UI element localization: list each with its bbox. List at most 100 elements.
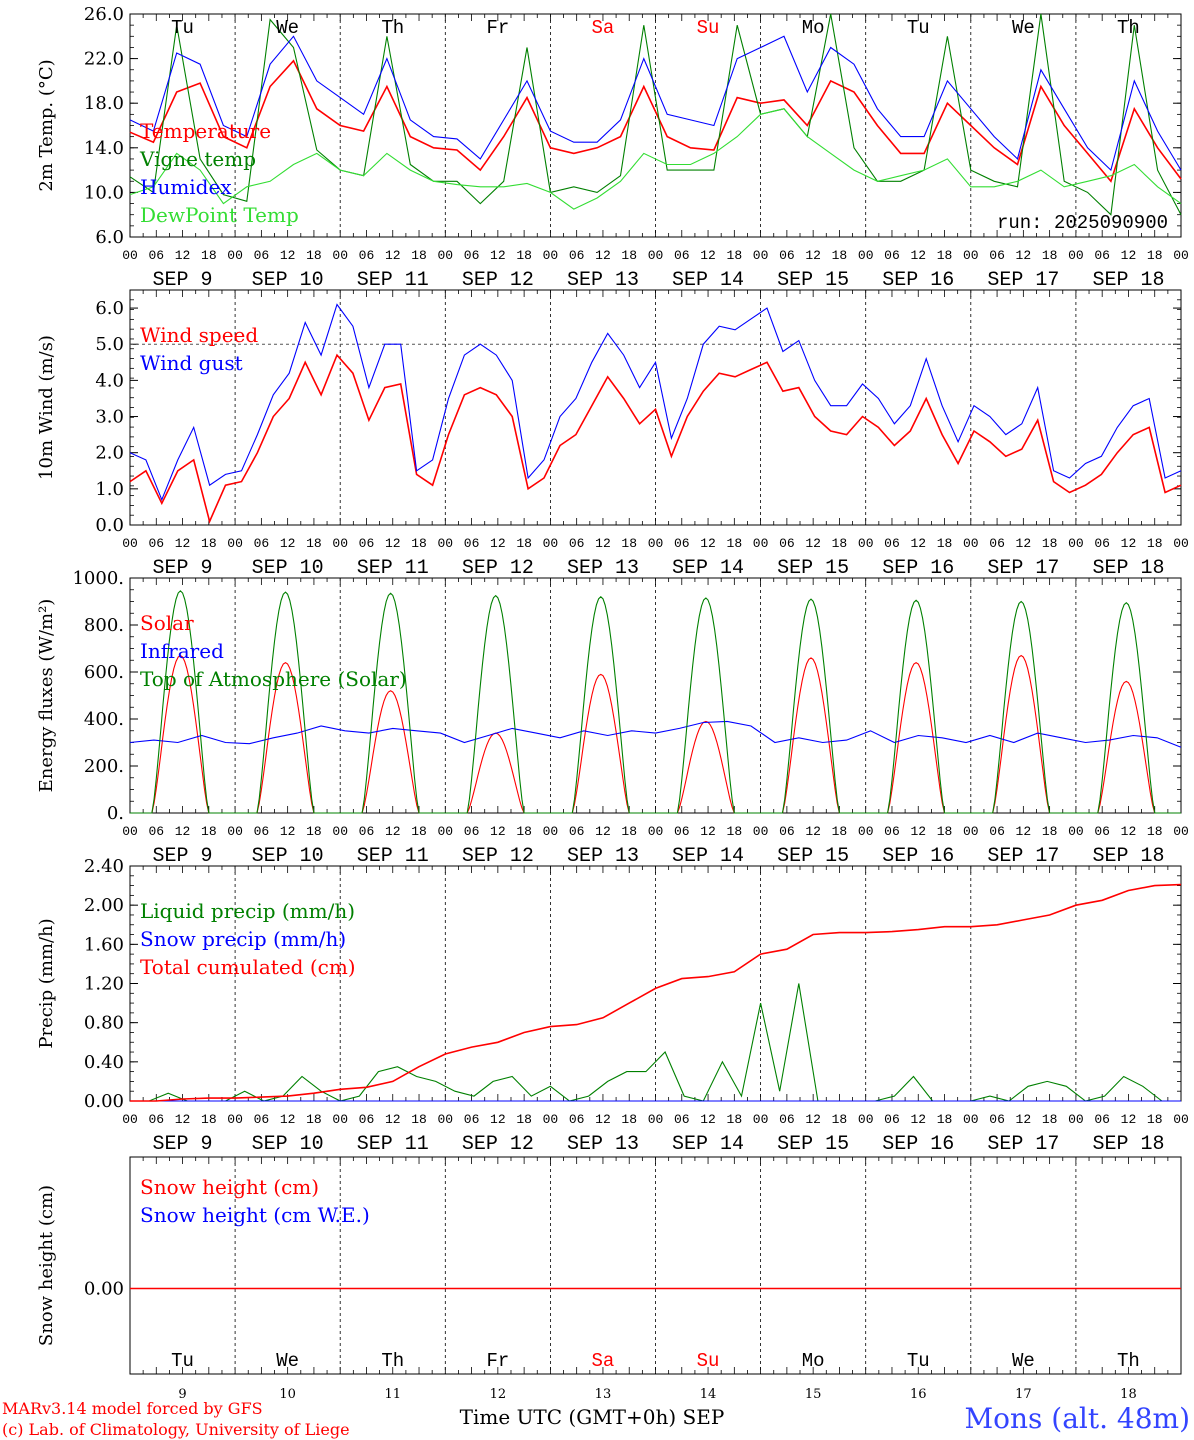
- wind-hour-label: 12: [385, 536, 401, 551]
- temp-hour-label: 00: [753, 248, 769, 263]
- wind-day-label: SEP 15: [777, 557, 849, 580]
- snow-date-label: 12: [490, 1387, 507, 1402]
- energy-day-label: SEP 11: [357, 845, 429, 868]
- precip-hour-label: 12: [175, 1112, 191, 1127]
- wind-day-label: SEP 10: [252, 557, 324, 580]
- temp-hour-label: 00: [1173, 248, 1189, 263]
- temp-day-label: SEP 14: [672, 269, 744, 292]
- energy-hour-label: 00: [1173, 824, 1189, 839]
- temp-series-temperature: [129, 59, 1182, 183]
- precip-ytick-label: 0.80: [84, 1013, 124, 1034]
- precip-hour-label: 12: [385, 1112, 401, 1127]
- precip-hour-label: 12: [1016, 1112, 1032, 1127]
- energy-hour-label: 12: [385, 824, 401, 839]
- temp-hour-label: 18: [727, 248, 743, 263]
- panel-precip: 2.40 2.00 1.60 1.20 0.80 0.40 0.00 Precip (mm/h…: [36, 856, 1189, 1156]
- wind-hour-label: 18: [201, 536, 217, 551]
- precip-hour-label: 06: [254, 1112, 270, 1127]
- energy-day-label: SEP 13: [567, 845, 639, 868]
- precip-day-label: SEP 15: [777, 1133, 849, 1156]
- precip-hour-label: 12: [805, 1112, 821, 1127]
- precip-ytick-label: 2.00: [84, 895, 124, 916]
- wind-hour-label: 18: [621, 536, 637, 551]
- wind-hour-label: 18: [1042, 536, 1058, 551]
- temp-day-label: SEP 10: [252, 269, 324, 292]
- precip-hour-label: 00: [753, 1112, 769, 1127]
- snow-date-label: 18: [1120, 1387, 1137, 1402]
- temp-day-label: SEP 13: [567, 269, 639, 292]
- temp-hour-label: 06: [779, 248, 795, 263]
- temp-day-label: SEP 16: [882, 269, 954, 292]
- energy-hour-label: 18: [937, 824, 953, 839]
- wind-hour-label: 06: [569, 536, 585, 551]
- wind-ytick-label: 4.0: [95, 370, 124, 391]
- precip-hour-label: 06: [779, 1112, 795, 1127]
- energy-hour-label: 06: [779, 824, 795, 839]
- energy-hour-label: 06: [148, 824, 164, 839]
- temp-legend-1: Vigne temp: [139, 147, 256, 171]
- snow-weekday-label: We: [276, 1350, 299, 1372]
- temp-hour-label: 12: [595, 248, 611, 263]
- wind-hour-label: 06: [148, 536, 164, 551]
- precip-hour-label: 06: [989, 1112, 1005, 1127]
- wind-hour-label: 00: [227, 536, 243, 551]
- energy-legend-1: Infrared: [140, 639, 224, 663]
- temp-ytick-label: 6.0: [95, 227, 124, 248]
- energy-day-label: SEP 14: [672, 845, 744, 868]
- snow-weekday-label: Su: [697, 1350, 720, 1372]
- temp-hour-label: 18: [1147, 248, 1163, 263]
- temp-ytick-label: 26.0: [84, 4, 124, 25]
- temp-hour-label: 00: [1068, 248, 1084, 263]
- wind-hour-label: 12: [595, 536, 611, 551]
- precip-series-liquid-precip-mm-h-: [130, 983, 1181, 1102]
- precip-hour-label: 18: [621, 1112, 637, 1127]
- wind-hour-label: 00: [858, 536, 874, 551]
- snow-date-label: 14: [700, 1387, 717, 1402]
- energy-ytick-label: 0.: [107, 803, 124, 824]
- energy-ytick-label: 1000.: [72, 568, 124, 589]
- snow-weekday-label: Tu: [907, 1350, 930, 1372]
- energy-day-label: SEP 12: [462, 845, 534, 868]
- energy-hour-label: 00: [963, 824, 979, 839]
- precip-hour-label: 18: [727, 1112, 743, 1127]
- wind-legend-0: Wind speed: [140, 323, 258, 347]
- snow-weekday-label: Sa: [592, 1350, 615, 1372]
- temp-hour-label: 06: [674, 248, 690, 263]
- temp-series-humidex: [129, 35, 1182, 172]
- panel-wind: 6.0 5.0 4.0 3.0 2.0 1.0 0.0 10m Wind (m/s) Wind …: [36, 289, 1189, 580]
- snow-date-label: 15: [805, 1387, 822, 1402]
- energy-series-top-of-atmosphere-solar-: [130, 590, 1181, 814]
- energy-hour-label: 00: [122, 824, 138, 839]
- wind-hour-label: 18: [832, 536, 848, 551]
- snow-weekday-label: Th: [381, 1350, 404, 1372]
- temp-hour-label: 12: [280, 248, 296, 263]
- temp-hour-label: 06: [464, 248, 480, 263]
- snow-legend-1: Snow height (cm W.E.): [140, 1203, 370, 1227]
- snow-weekday-label: Tu: [171, 1350, 194, 1372]
- precip-hour-label: 18: [937, 1112, 953, 1127]
- precip-hour-label: 00: [543, 1112, 559, 1127]
- energy-hour-label: 00: [437, 824, 453, 839]
- precip-legend-2: Total cumulated (cm): [140, 955, 356, 979]
- snow-date-label: 16: [910, 1387, 927, 1402]
- wind-hour-label: 06: [884, 536, 900, 551]
- temp-ytick-label: 22.0: [84, 49, 124, 70]
- energy-hour-label: 06: [1094, 824, 1110, 839]
- precip-hour-label: 00: [437, 1112, 453, 1127]
- temp-hour-label: 06: [148, 248, 164, 263]
- wind-day-label: SEP 9: [153, 557, 213, 580]
- precip-hour-label: 00: [858, 1112, 874, 1127]
- wind-hour-label: 00: [1068, 536, 1084, 551]
- temp-hour-label: 06: [989, 248, 1005, 263]
- precip-hour-label: 12: [490, 1112, 506, 1127]
- energy-hour-label: 18: [411, 824, 427, 839]
- temp-weekday-label: Su: [697, 17, 720, 39]
- precip-legend-0: Liquid precip (mm/h): [140, 899, 355, 923]
- temp-hour-label: 18: [1042, 248, 1058, 263]
- wind-day-label: SEP 16: [882, 557, 954, 580]
- snow-weekday-label: Mo: [802, 1350, 825, 1372]
- snow-date-label: 11: [384, 1387, 401, 1402]
- temp-hour-label: 18: [937, 248, 953, 263]
- wind-hour-label: 06: [359, 536, 375, 551]
- temp-hour-label: 18: [516, 248, 532, 263]
